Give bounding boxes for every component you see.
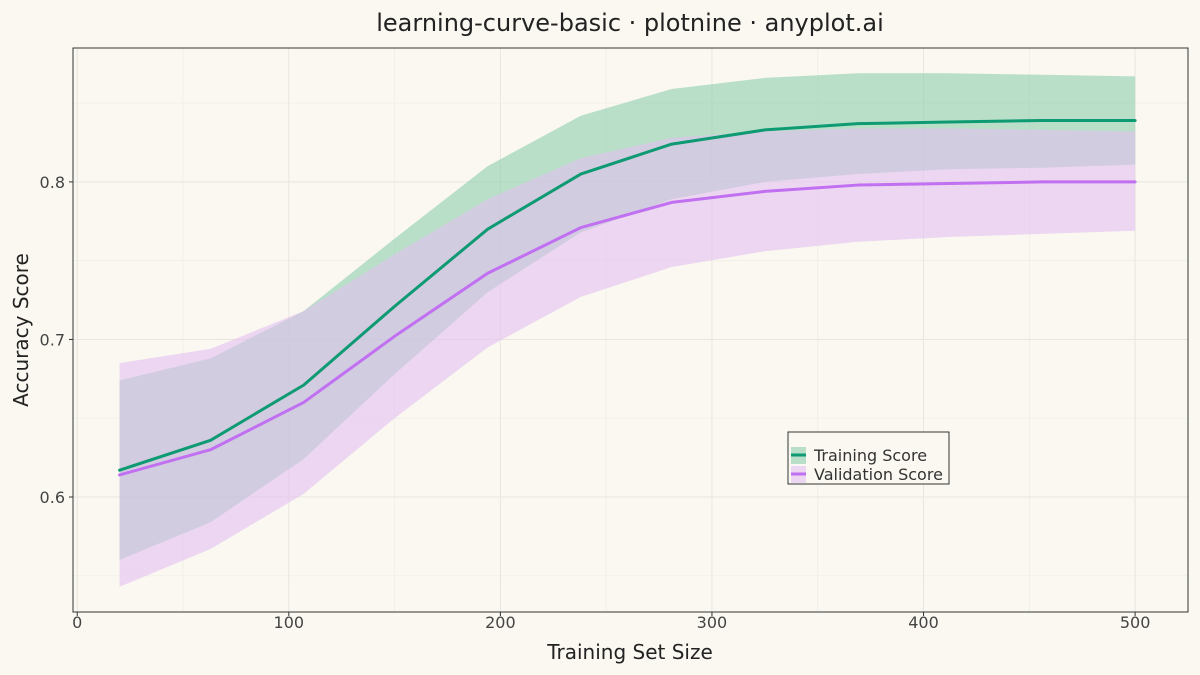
plot-panel-border — [72, 47, 1189, 613]
band-validation — [119, 128, 1136, 587]
y-tick-label: 0.7 — [40, 330, 65, 349]
legend: Training Score Validation Score — [787, 431, 950, 485]
line-validation — [118, 180, 1137, 477]
y-tick-label: 0.6 — [40, 488, 65, 507]
x-tick-label: 100 — [274, 613, 305, 632]
chart-title: learning-curve-basic · plotnine · anyplo… — [376, 9, 884, 37]
legend-label-training: Training Score — [813, 446, 927, 465]
x-axis-ticks: 0 100 200 300 400 500 — [72, 612, 1150, 632]
x-tick-label: 200 — [485, 613, 516, 632]
y-axis-ticks: 0.6 0.7 0.8 — [40, 173, 73, 507]
y-tick-label: 0.8 — [40, 173, 65, 192]
x-tick-label: 0 — [72, 613, 82, 632]
score-lines — [118, 118, 1137, 477]
x-tick-label: 300 — [697, 613, 728, 632]
legend-label-validation: Validation Score — [814, 465, 943, 484]
x-axis-label: Training Set Size — [546, 640, 713, 664]
line-training — [118, 118, 1137, 472]
x-tick-label: 400 — [908, 613, 939, 632]
legend-box — [787, 431, 950, 485]
x-tick-label: 500 — [1120, 613, 1151, 632]
y-axis-label: Accuracy Score — [9, 253, 33, 407]
